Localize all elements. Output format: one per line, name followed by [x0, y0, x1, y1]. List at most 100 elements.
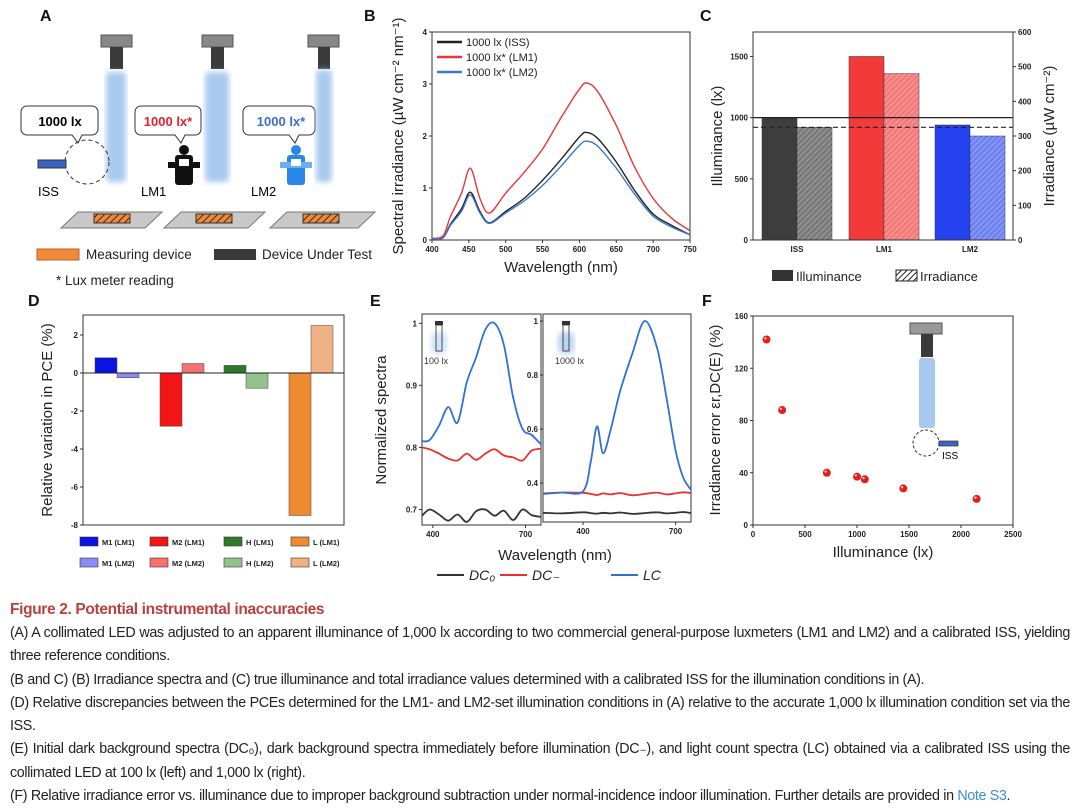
y-axis-label: Relative variation in PCE (%) — [39, 323, 56, 516]
y-tick-label: 3 — [423, 80, 428, 89]
bar-hatch — [970, 136, 1005, 240]
category-label: ISS — [791, 245, 805, 254]
legend-label: DC₋ — [532, 567, 560, 583]
plot-frame — [752, 315, 1014, 526]
bubble-iss: 1000 lx — [20, 105, 99, 144]
y-tick-label: 0.8 — [406, 443, 418, 452]
x-tick-label: 400 — [426, 530, 440, 539]
legend-swatch — [149, 557, 169, 568]
y-tick-label: 120 — [735, 364, 749, 373]
iss-setup-inset-icon: ISS — [909, 322, 958, 462]
legend-swatch — [290, 557, 310, 568]
y2-tick-label: 300 — [1018, 132, 1032, 141]
iss-sensor-icon — [37, 159, 67, 169]
legend-swatch-measuring — [36, 248, 80, 261]
led-lamp-2 — [201, 34, 234, 182]
legend-label: H (LM1) — [246, 538, 274, 547]
y-tick-label: 0.4 — [527, 479, 539, 488]
bubble-lm2-text: 1000 lx* — [257, 114, 306, 129]
x-tick-label: 0 — [751, 530, 756, 539]
y-tick-label: 0 — [423, 236, 428, 245]
lux-meter-note: * Lux meter reading — [56, 273, 174, 288]
series-line-1000-lx-iss- — [431, 131, 691, 240]
y-tick-label: 0 — [74, 369, 79, 378]
inset-illuminance-label: 1000 lx — [555, 356, 585, 366]
bar-illuminance-lm1 — [848, 56, 885, 241]
legend-label: 1000 lx* (LM2) — [466, 67, 538, 79]
y-tick-label: 80 — [739, 417, 748, 426]
led-lamp-3 — [307, 34, 340, 182]
bar-illuminance-iss — [761, 117, 798, 241]
panel-label-e: E — [370, 293, 381, 310]
series-line-lc — [542, 320, 692, 495]
y-tick-label: 2 — [423, 132, 428, 141]
data-point — [762, 335, 771, 344]
bar-m2-lm1 — [159, 372, 183, 427]
y2-tick-label: 200 — [1018, 167, 1032, 176]
plot-frame — [421, 313, 542, 526]
legend-swatch-dut — [214, 249, 256, 260]
series-line-1000-lx-lm2- — [431, 140, 691, 240]
data-point-highlight — [779, 407, 783, 411]
caption-paragraph-bc: (B and C) (B) Irradiance spectra and (C)… — [10, 671, 925, 688]
light-beam — [205, 72, 229, 182]
x-tick-label: 650 — [610, 245, 624, 254]
data-point — [853, 472, 861, 481]
y-tick-label: 0.6 — [527, 425, 539, 434]
y2-tick-label: 0 — [1018, 236, 1023, 245]
y-tick-label: 0.9 — [406, 381, 418, 390]
bar-hatch — [884, 73, 919, 240]
panel-f-scatter-chart: ISS 0 500 1000 1500 2000 2500 0 40 80 120 160 Illum… — [707, 312, 1022, 561]
bar-hatch — [797, 127, 832, 240]
data-point — [778, 406, 787, 415]
x-tick-label: 700 — [646, 245, 660, 254]
y-tick-label: 1000 — [730, 114, 748, 123]
legend-swatch — [290, 536, 310, 547]
x-tick-label: 1000 — [848, 530, 866, 539]
x-tick-label: 700 — [669, 527, 683, 536]
caption-paragraph-d: (D) Relative discrepancies between the P… — [10, 694, 1070, 735]
series-line-1000-lx-lm1- — [431, 82, 691, 240]
caption-paragraph-f-text: (F) Relative irradiance error vs. illumi… — [10, 788, 954, 805]
panel-label-d: D — [28, 293, 40, 310]
plot-frame — [542, 313, 692, 523]
y2-tick-label: 500 — [1018, 63, 1032, 72]
data-point — [899, 484, 908, 493]
inset-sensor-icon — [435, 324, 443, 352]
data-point — [822, 468, 831, 477]
panel-a-schematic: 1000 lx 1000 lx* 1000 lx* — [20, 34, 377, 288]
y-tick-label: 0.7 — [406, 505, 418, 514]
caption-paragraph-e: (E) Initial dark background spectra (DC₀… — [10, 741, 1070, 781]
y-tick-label: 160 — [735, 312, 749, 321]
x-tick-label: 500 — [499, 245, 513, 254]
subplot-100-lx: 400 700 0.7 0.8 0.9 1 100 lx — [406, 313, 542, 539]
legend-label: L (LM1) — [313, 538, 340, 547]
plot-frame — [82, 314, 345, 526]
x-tick-label: 2000 — [952, 530, 970, 539]
inset-lamp-icon — [562, 321, 570, 325]
legend-label: H (LM2) — [246, 559, 274, 568]
bubble-lm1-text: 1000 lx* — [144, 114, 193, 129]
note-s3-link[interactable]: Note S3 — [957, 788, 1007, 805]
legend-swatch — [223, 557, 243, 568]
y2-tick-label: 400 — [1018, 97, 1032, 106]
panel-label-a: A — [40, 8, 52, 25]
y2-tick-label: 600 — [1018, 28, 1032, 37]
y-tick-label: -8 — [71, 521, 79, 530]
legend-label: M1 (LM1) — [102, 538, 135, 547]
figure-caption: Figure 2. Potential instrumental inaccur… — [10, 598, 1070, 808]
legend-swatch-irradiance — [895, 269, 918, 282]
bar-m1-lm2 — [116, 372, 140, 378]
y-axis-label: Spectral irradiance (µW cm⁻² nm⁻¹) — [390, 17, 407, 254]
legend-swatch-illuminance — [772, 270, 793, 281]
label-lm2: LM2 — [251, 184, 276, 199]
y-tick-label: 0 — [744, 236, 749, 245]
subplot-1000-lx: 400 700 0.4 0.6 0.8 1 1000 lx — [527, 313, 692, 536]
y-tick-label: 4 — [423, 28, 428, 37]
light-beam — [316, 70, 332, 182]
data-point-highlight — [974, 496, 977, 499]
x-tick-label: 700 — [519, 530, 533, 539]
inset-lamp-icon — [435, 321, 443, 325]
x-axis-label: Wavelength (nm) — [504, 259, 618, 276]
legend-swatch — [79, 536, 99, 547]
